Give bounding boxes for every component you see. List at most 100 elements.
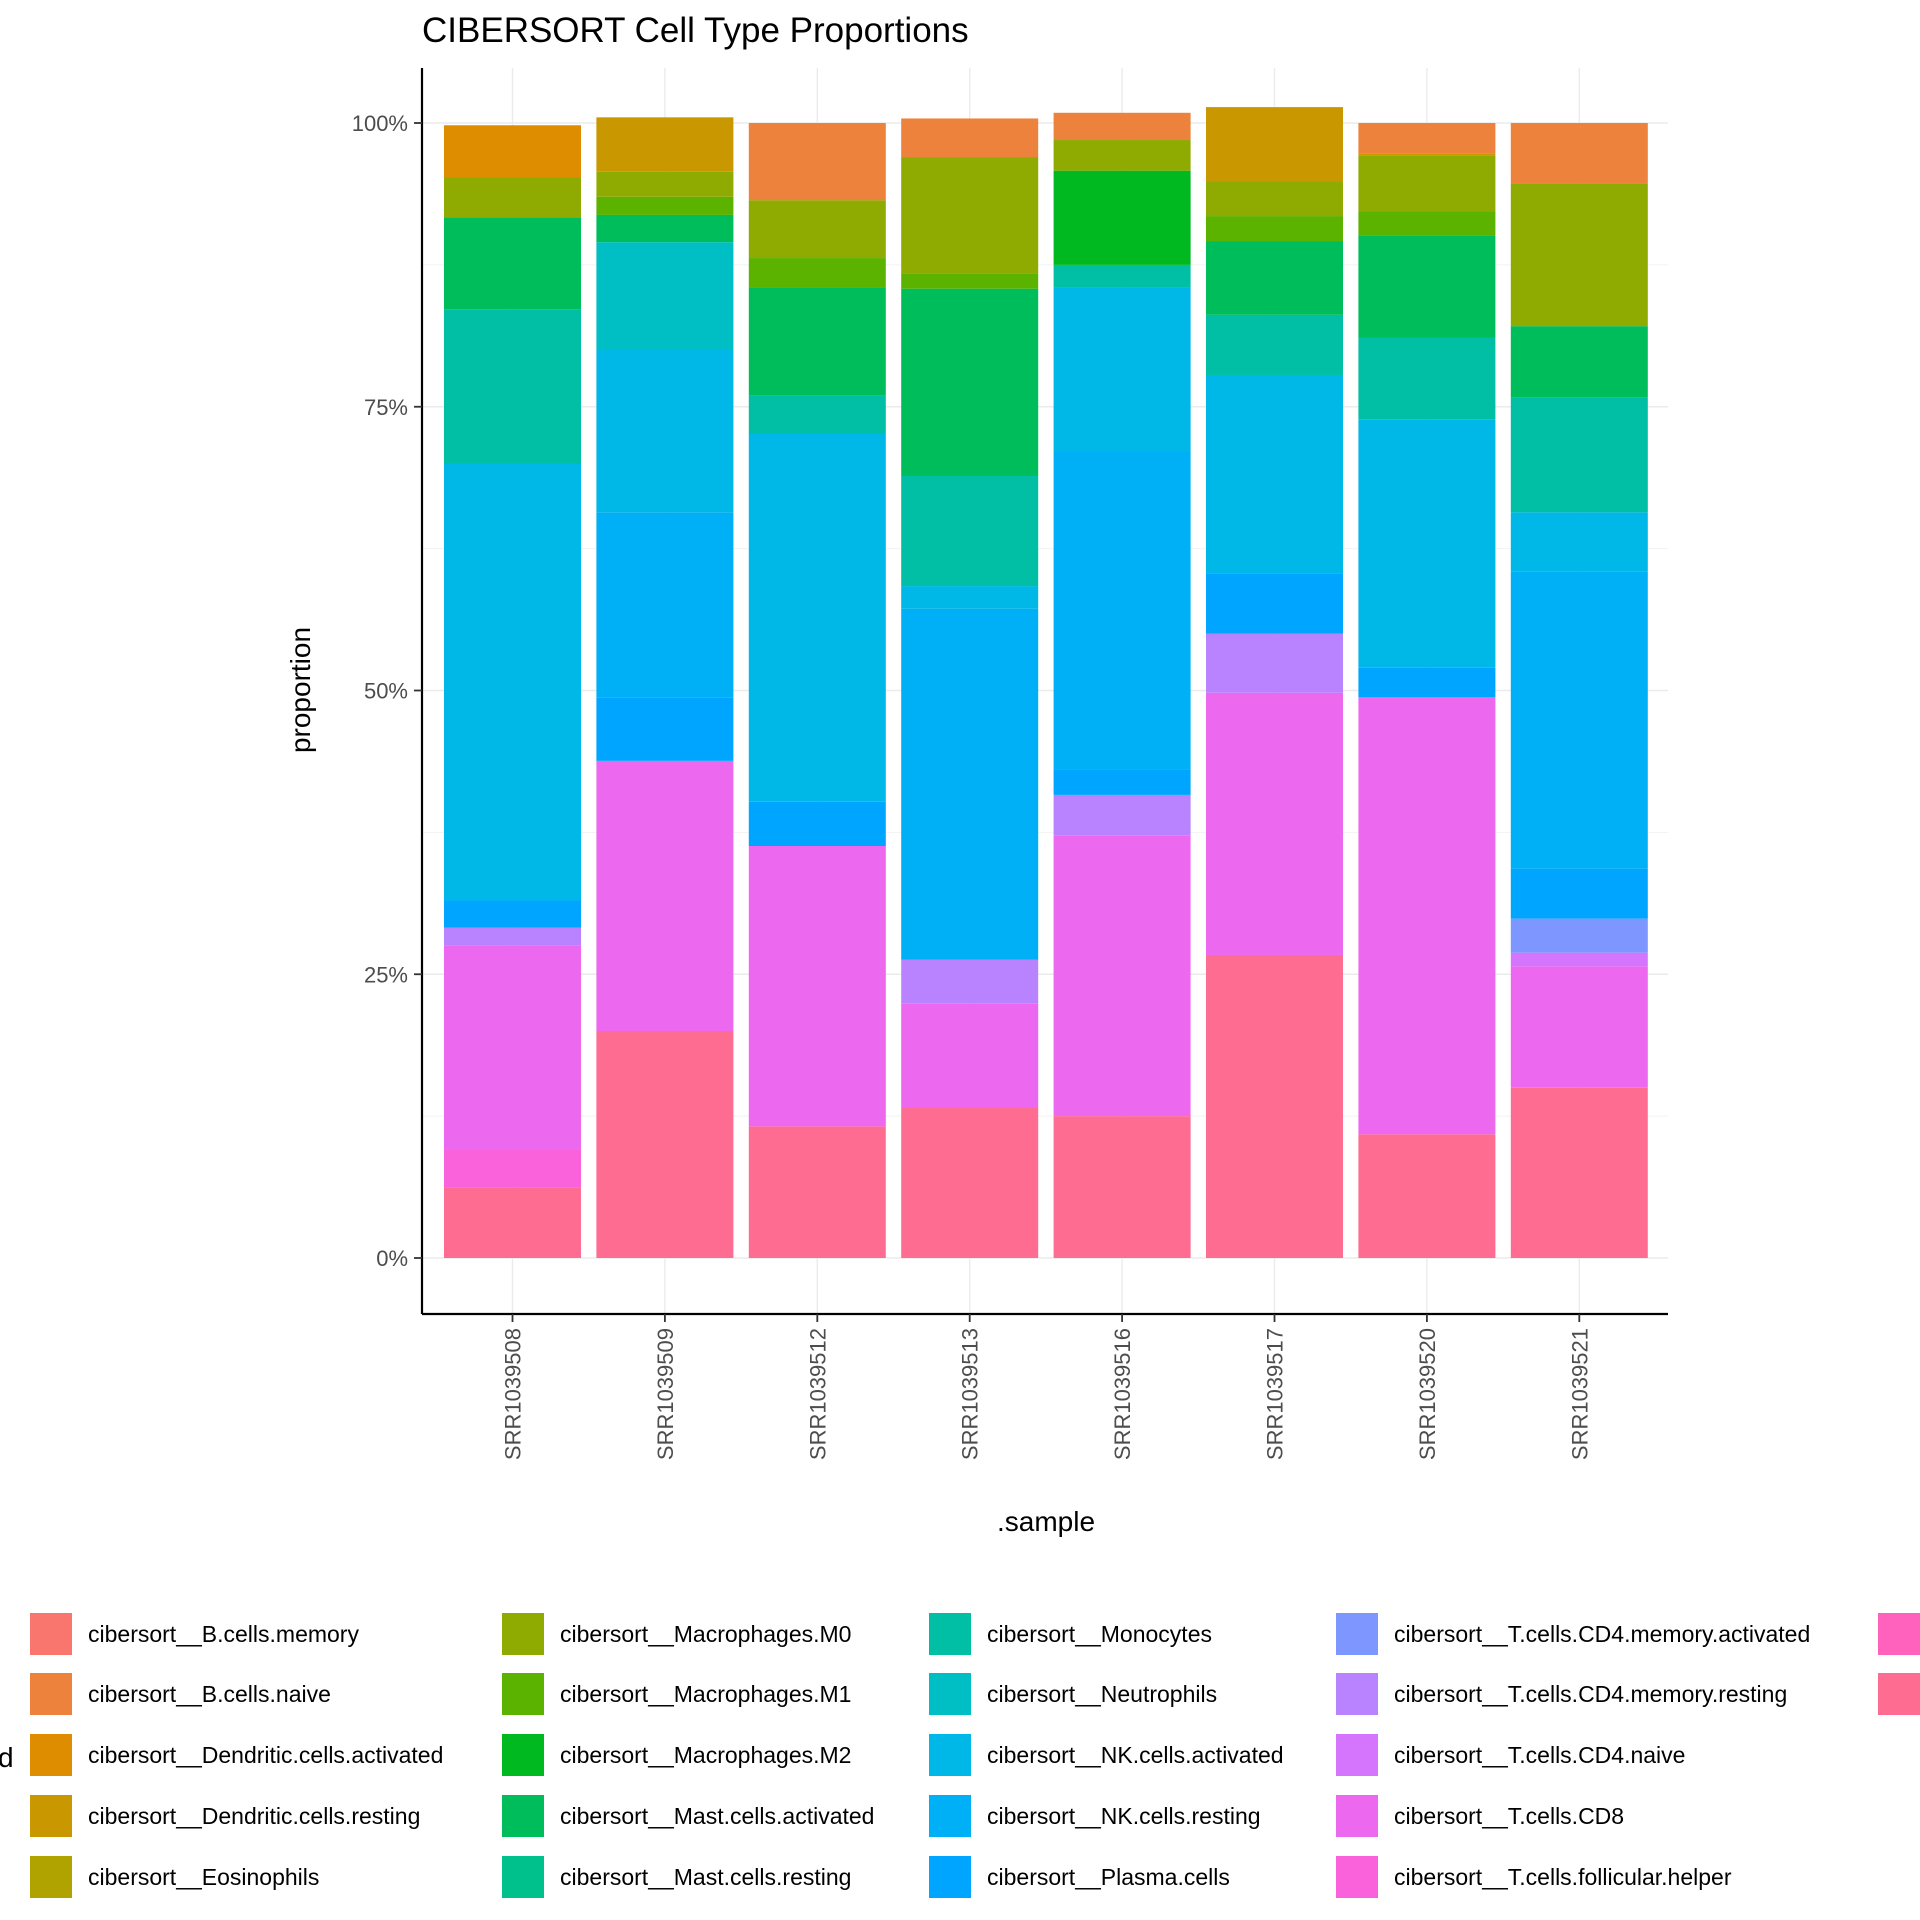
bar-segment (596, 214, 734, 243)
legend-swatch (30, 1613, 72, 1655)
legend-swatch (1336, 1734, 1378, 1776)
bar-segment (596, 350, 734, 513)
legend-label: cibersort__Mast.cells.activated (560, 1803, 874, 1829)
bar-segment (901, 586, 1039, 609)
bar-segment (596, 171, 734, 197)
x-tick-label: SRR1039516 (1110, 1328, 1135, 1460)
bar-segment (444, 1187, 581, 1258)
bar-segment (901, 959, 1039, 1004)
bar-segment (596, 760, 734, 1031)
bar-segment (1206, 314, 1343, 375)
y-tick-label: 75% (364, 395, 408, 420)
bar-segment (1206, 573, 1343, 634)
bar-segment (1053, 1116, 1191, 1258)
bar-segment (901, 118, 1039, 158)
bar-segment (748, 1126, 886, 1258)
legend-label: cibersort__NK.cells.resting (987, 1803, 1261, 1829)
bar-segment (1510, 512, 1648, 572)
legend-swatch (929, 1734, 971, 1776)
bar-segment (1358, 419, 1496, 668)
bar-segment (1510, 326, 1648, 398)
y-axis-ticks: 0% 25% 50% 75% 100% (352, 111, 422, 1271)
bar-segment (748, 287, 886, 396)
x-tick-label: SRR1039513 (958, 1328, 983, 1460)
bar-segment (748, 845, 886, 1127)
legend-title-fragment: d (0, 1742, 14, 1773)
bar-segment (1358, 155, 1496, 212)
bar-segment (596, 117, 734, 172)
bar-segment (444, 945, 581, 1150)
bar-segment (1510, 397, 1648, 513)
legend-swatch (30, 1856, 72, 1898)
bar-segment (596, 697, 734, 761)
y-tick-label: 25% (364, 962, 408, 987)
bar-segment (1358, 153, 1496, 156)
bar-segment (748, 433, 886, 802)
bar-segment (748, 395, 886, 434)
bar-segment (1206, 182, 1343, 217)
legend-label: cibersort__Eosinophils (88, 1864, 319, 1890)
legend-label: cibersort__T.cells.follicular.helper (1394, 1864, 1732, 1890)
legend-swatch-partial (1878, 1673, 1920, 1715)
bar-segment (1053, 794, 1191, 836)
legend-swatch (1336, 1856, 1378, 1898)
y-axis-label: proportion (285, 627, 316, 753)
legend-swatch (929, 1856, 971, 1898)
legend-swatch (502, 1613, 544, 1655)
bar-segment (901, 1003, 1039, 1108)
legend-swatch (30, 1734, 72, 1776)
legend-swatch (30, 1673, 72, 1715)
legend-label: cibersort__Macrophages.M2 (560, 1742, 851, 1768)
bar-segment (444, 900, 581, 928)
bar-segment (1206, 107, 1343, 183)
legend-label: cibersort__Macrophages.M0 (560, 1621, 851, 1647)
bar-segment (1053, 287, 1191, 452)
y-tick-label: 0% (376, 1246, 408, 1271)
legend-label: cibersort__Dendritic.cells.activated (88, 1742, 443, 1768)
bar-segment (1206, 216, 1343, 242)
bar-segment (1510, 123, 1648, 184)
bar-segment (1053, 112, 1191, 141)
legend-swatch (929, 1795, 971, 1837)
bar-segment (1053, 835, 1191, 1117)
legend-label: cibersort__T.cells.CD4.memory.activated (1394, 1621, 1810, 1647)
bar-segment (1358, 337, 1496, 420)
x-tick-label: SRR1039521 (1567, 1328, 1592, 1460)
bar-segment (901, 475, 1039, 587)
legend-label: cibersort__T.cells.CD4.naive (1394, 1742, 1685, 1768)
bar-segment (1206, 954, 1343, 1258)
bar-segment (901, 608, 1039, 960)
bar-segment (748, 123, 886, 201)
bar-segment (1053, 140, 1191, 171)
bar-segment (444, 177, 581, 218)
bar-segment (901, 157, 1039, 274)
bar-segment (444, 125, 581, 178)
bar-segment (444, 217, 581, 310)
x-axis-label: .sample (997, 1506, 1095, 1537)
bar-segment (901, 273, 1039, 289)
bar-segment (1358, 1134, 1496, 1258)
legend-label: cibersort__B.cells.memory (88, 1621, 359, 1647)
bar-segment (1510, 966, 1648, 1088)
legend-label: cibersort__Monocytes (987, 1621, 1212, 1647)
y-tick-label: 100% (352, 111, 408, 136)
legend-swatch (502, 1734, 544, 1776)
legend-swatch (502, 1856, 544, 1898)
bar-segment (596, 196, 734, 215)
bar-segment (596, 242, 734, 350)
legend-label: cibersort__Mast.cells.resting (560, 1864, 851, 1890)
bar-segment (901, 1107, 1039, 1258)
bar-segment (1510, 571, 1648, 869)
bar-segment (596, 512, 734, 698)
bar-segment (1206, 374, 1343, 574)
x-tick-label: SRR1039517 (1263, 1328, 1288, 1460)
bar-segment (1206, 633, 1343, 693)
bar-segment (1510, 918, 1648, 953)
legend-swatch (929, 1613, 971, 1655)
bar-segment (1358, 123, 1496, 154)
bar-segment (1510, 1087, 1648, 1258)
bar-segment (596, 1031, 734, 1258)
legend-label: cibersort__NK.cells.activated (987, 1742, 1284, 1768)
legend-label: cibersort__B.cells.naive (88, 1681, 331, 1707)
